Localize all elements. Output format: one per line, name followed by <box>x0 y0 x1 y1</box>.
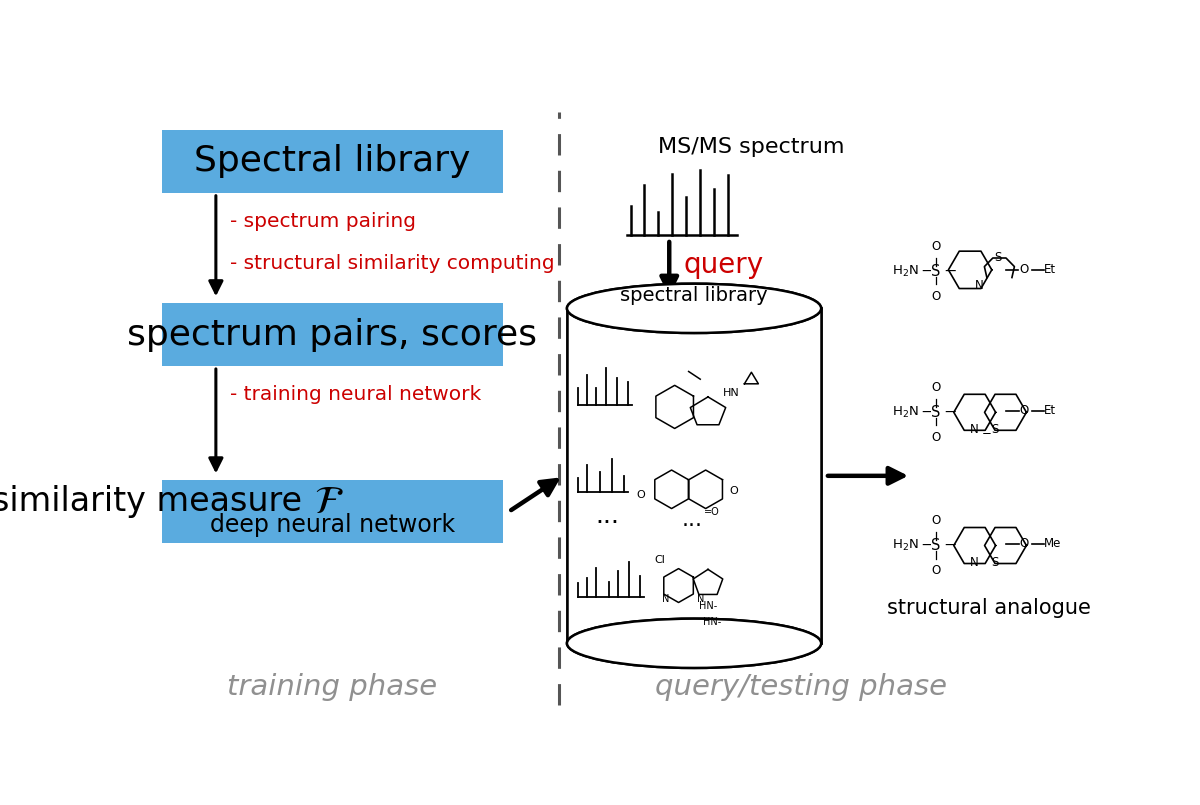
Text: O: O <box>1020 404 1028 417</box>
Bar <box>566 308 821 643</box>
Text: S: S <box>931 538 941 553</box>
Text: deep neural network: deep neural network <box>210 514 455 538</box>
Text: N: N <box>696 593 704 604</box>
Text: −: − <box>920 405 934 419</box>
Ellipse shape <box>566 283 821 333</box>
Text: MS/MS spectrum: MS/MS spectrum <box>658 137 844 157</box>
Polygon shape <box>984 258 1014 278</box>
Text: Et: Et <box>1044 263 1056 276</box>
Text: Me: Me <box>1044 538 1062 551</box>
Text: O: O <box>931 290 941 303</box>
Polygon shape <box>689 470 722 509</box>
Text: −: − <box>920 538 934 553</box>
Text: Spectral library: Spectral library <box>194 144 470 178</box>
Text: similarity measure: similarity measure <box>0 485 313 518</box>
Ellipse shape <box>566 619 821 668</box>
Ellipse shape <box>566 283 821 333</box>
Text: - spectrum pairing: - spectrum pairing <box>230 212 416 231</box>
Text: −: − <box>920 264 934 279</box>
FancyBboxPatch shape <box>162 130 503 193</box>
Polygon shape <box>984 527 1026 563</box>
Text: O: O <box>636 490 644 501</box>
Text: −: − <box>943 264 956 279</box>
Text: −: − <box>982 427 991 440</box>
Text: S: S <box>931 405 941 419</box>
Text: - structural similarity computing: - structural similarity computing <box>230 254 554 274</box>
Text: O: O <box>931 381 941 394</box>
Polygon shape <box>694 569 722 594</box>
Text: Et: Et <box>1044 404 1056 417</box>
Polygon shape <box>984 394 1026 431</box>
Text: S: S <box>991 556 998 569</box>
Text: spectral library: spectral library <box>620 286 768 304</box>
Text: $\mathcal{F}$: $\mathcal{F}$ <box>314 483 344 521</box>
Text: N: N <box>971 423 979 436</box>
Text: $\mathregular{H_2N}$: $\mathregular{H_2N}$ <box>892 405 919 420</box>
Text: S: S <box>994 251 1002 264</box>
Text: S: S <box>931 264 941 279</box>
Text: O: O <box>730 486 738 496</box>
Text: HN: HN <box>722 388 739 398</box>
Text: −: − <box>943 405 956 419</box>
Text: Cl: Cl <box>654 555 665 565</box>
Text: =O: =O <box>704 507 720 518</box>
Text: O: O <box>931 564 941 577</box>
Polygon shape <box>656 386 694 428</box>
Polygon shape <box>954 394 996 431</box>
Polygon shape <box>954 527 996 563</box>
Polygon shape <box>655 470 689 509</box>
Text: N: N <box>971 556 979 569</box>
Text: HN-: HN- <box>698 601 718 611</box>
Text: query: query <box>683 251 763 279</box>
Text: O: O <box>931 431 941 444</box>
Text: HN-: HN- <box>703 617 721 627</box>
FancyBboxPatch shape <box>162 303 503 366</box>
Text: spectrum pairs, scores: spectrum pairs, scores <box>127 317 538 352</box>
Text: S: S <box>991 423 998 436</box>
Text: N: N <box>974 279 984 291</box>
Text: query/testing phase: query/testing phase <box>655 673 947 701</box>
Text: N: N <box>661 593 670 604</box>
Text: ...: ... <box>682 510 703 530</box>
Ellipse shape <box>566 619 821 668</box>
Text: O: O <box>931 240 941 253</box>
Text: O: O <box>931 514 941 527</box>
Text: - training neural network: - training neural network <box>230 386 481 404</box>
Text: $\mathregular{H_2N}$: $\mathregular{H_2N}$ <box>892 264 919 279</box>
Text: ...: ... <box>595 504 619 528</box>
FancyBboxPatch shape <box>162 480 503 543</box>
Text: −: − <box>943 538 956 553</box>
Text: structural analogue: structural analogue <box>887 598 1091 618</box>
Text: training phase: training phase <box>227 673 437 701</box>
Text: O: O <box>1020 263 1028 276</box>
Polygon shape <box>664 568 694 602</box>
Text: $\mathregular{H_2N}$: $\mathregular{H_2N}$ <box>892 538 919 553</box>
Text: O: O <box>1020 538 1028 551</box>
Polygon shape <box>948 251 992 288</box>
